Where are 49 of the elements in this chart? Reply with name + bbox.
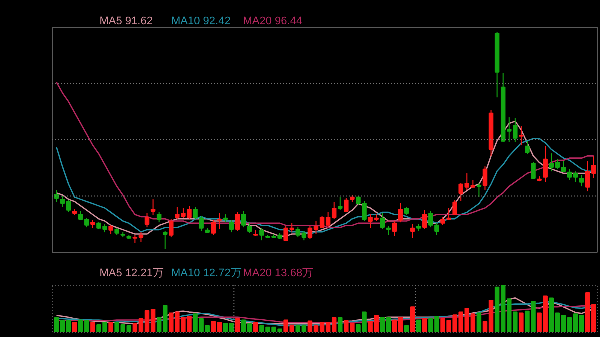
text: MA5 12.21万 (100, 268, 164, 280)
bar (519, 312, 524, 332)
bar (72, 322, 78, 332)
text: MA5 91.62 (100, 16, 153, 28)
bar (108, 322, 114, 332)
candlestick (235, 212, 240, 232)
bar (338, 317, 343, 332)
candlestick (162, 230, 168, 250)
candlestick (380, 212, 386, 230)
candlestick (150, 199, 156, 216)
candlestick (579, 174, 584, 188)
text: MA10 12.72万 (171, 268, 242, 280)
candlestick (193, 206, 198, 220)
candlestick (338, 196, 343, 211)
candlestick (229, 220, 234, 234)
candlestick (410, 224, 416, 239)
bar (422, 318, 428, 332)
bar (404, 325, 410, 332)
candlestick (476, 183, 482, 198)
candlestick (199, 216, 204, 232)
candlestick (169, 219, 174, 238)
bar (416, 320, 422, 332)
candlestick (54, 190, 60, 203)
candlestick (156, 212, 162, 224)
bar (410, 306, 416, 332)
candlestick (482, 166, 488, 191)
candlestick (531, 162, 536, 180)
bar (235, 318, 240, 332)
candlestick (525, 140, 530, 155)
candlestick (543, 146, 548, 183)
candlestick (217, 212, 222, 230)
candlestick (392, 220, 398, 237)
candlestick (519, 126, 524, 146)
candlestick (144, 212, 150, 228)
candlestick (452, 200, 458, 216)
candlestick (108, 224, 114, 235)
bar (90, 322, 96, 332)
candlestick (211, 220, 216, 236)
candlestick (260, 228, 264, 242)
candlestick (422, 210, 428, 230)
candlestick (398, 202, 404, 224)
text: MA20 96.44 (243, 16, 303, 28)
bar (476, 312, 482, 332)
text: MA10 92.42 (171, 16, 231, 28)
candlestick (247, 222, 252, 234)
candlestick (344, 198, 349, 213)
candlestick (241, 210, 246, 228)
bar (254, 322, 258, 332)
text: MA20 13.68万 (243, 268, 314, 280)
